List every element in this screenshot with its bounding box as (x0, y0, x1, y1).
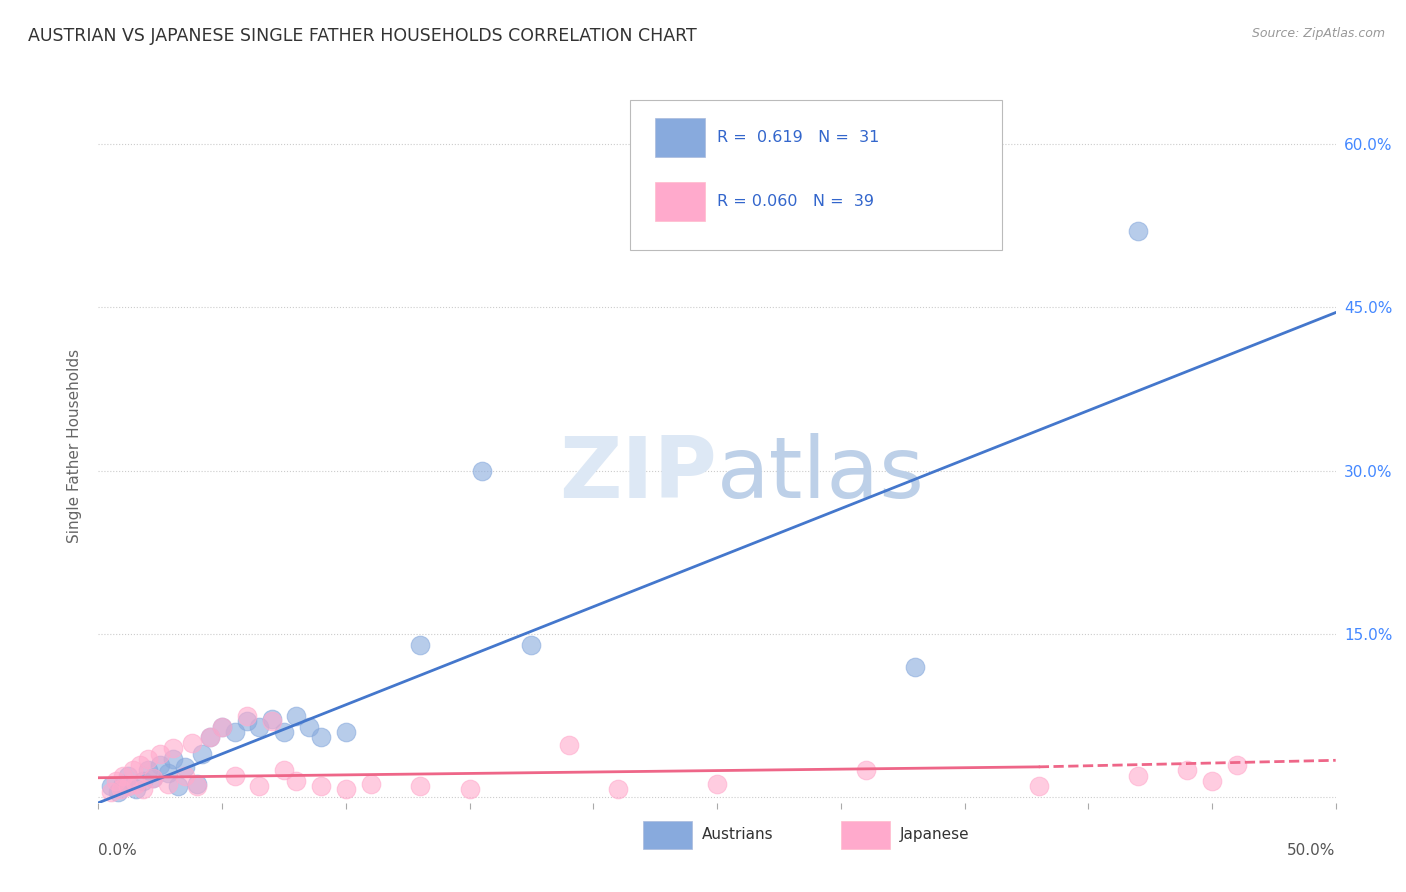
Point (100, 785, 122, 799)
Point (142, 771, 165, 785)
Point (100, 780, 122, 794)
Point (142, 771, 165, 785)
Point (156, 766, 179, 780)
Point (107, 785, 129, 799)
Point (1226, 757, 1249, 772)
Point (136, 763, 159, 777)
Point (247, 720, 270, 734)
Point (166, 780, 188, 794)
Text: 50.0%: 50.0% (1288, 843, 1336, 858)
Point (117, 780, 139, 794)
Text: AUSTRIAN VS JAPANESE SINGLE FATHER HOUSEHOLDS CORRELATION CHART: AUSTRIAN VS JAPANESE SINGLE FATHER HOUSE… (28, 27, 697, 45)
FancyBboxPatch shape (841, 821, 890, 849)
Point (855, 763, 877, 777)
Point (298, 720, 321, 734)
Point (191, 747, 214, 761)
Text: 0.0%: 0.0% (98, 843, 138, 858)
Point (706, 777, 728, 791)
Point (1175, 763, 1198, 777)
Point (471, 463, 494, 477)
FancyBboxPatch shape (655, 182, 704, 221)
Point (129, 757, 152, 772)
Point (285, 708, 308, 723)
Point (273, 763, 295, 777)
Point (211, 720, 233, 734)
Point (124, 781, 146, 796)
Point (309, 731, 332, 745)
Point (132, 781, 155, 796)
Point (236, 708, 259, 723)
Point (186, 780, 208, 794)
Y-axis label: Single Father Households: Single Father Households (67, 349, 83, 543)
Point (211, 720, 233, 734)
Point (122, 763, 145, 777)
Point (335, 781, 357, 796)
Point (104, 774, 127, 789)
Point (162, 741, 184, 756)
Point (247, 780, 270, 794)
Point (335, 725, 357, 739)
Point (409, 780, 432, 794)
Point (409, 638, 432, 652)
Point (198, 731, 221, 745)
Text: Japanese: Japanese (900, 828, 970, 842)
Point (1126, 224, 1149, 238)
Point (273, 725, 295, 739)
Point (181, 736, 204, 750)
Point (1201, 774, 1223, 789)
Text: atlas: atlas (717, 433, 925, 516)
Point (112, 768, 135, 782)
Text: Source: ZipAtlas.com: Source: ZipAtlas.com (1251, 27, 1385, 40)
Point (557, 738, 579, 752)
Point (1028, 780, 1050, 794)
Point (117, 768, 139, 782)
Point (124, 777, 146, 791)
Point (260, 714, 283, 728)
Point (162, 752, 184, 766)
Point (174, 760, 197, 774)
Point (186, 777, 208, 791)
Point (607, 781, 630, 796)
Point (458, 781, 481, 796)
Text: Austrians: Austrians (702, 828, 773, 842)
Point (360, 777, 382, 791)
Point (236, 714, 259, 728)
Point (156, 777, 179, 791)
Point (149, 747, 172, 761)
FancyBboxPatch shape (643, 821, 692, 849)
Point (260, 712, 283, 726)
Point (112, 777, 135, 791)
Point (520, 638, 543, 652)
Text: R = 0.060   N =  39: R = 0.060 N = 39 (717, 194, 875, 210)
Point (904, 659, 927, 673)
FancyBboxPatch shape (655, 118, 704, 157)
Point (1126, 768, 1149, 782)
Point (198, 731, 221, 745)
FancyBboxPatch shape (630, 100, 1001, 250)
Point (149, 757, 172, 772)
Point (110, 781, 132, 796)
Point (174, 768, 197, 782)
Point (136, 752, 159, 766)
Point (132, 774, 155, 789)
Text: ZIP: ZIP (560, 433, 717, 516)
Point (224, 768, 246, 782)
Point (224, 725, 246, 739)
Point (309, 780, 332, 794)
Text: R =  0.619   N =  31: R = 0.619 N = 31 (717, 130, 879, 145)
Point (285, 774, 308, 789)
